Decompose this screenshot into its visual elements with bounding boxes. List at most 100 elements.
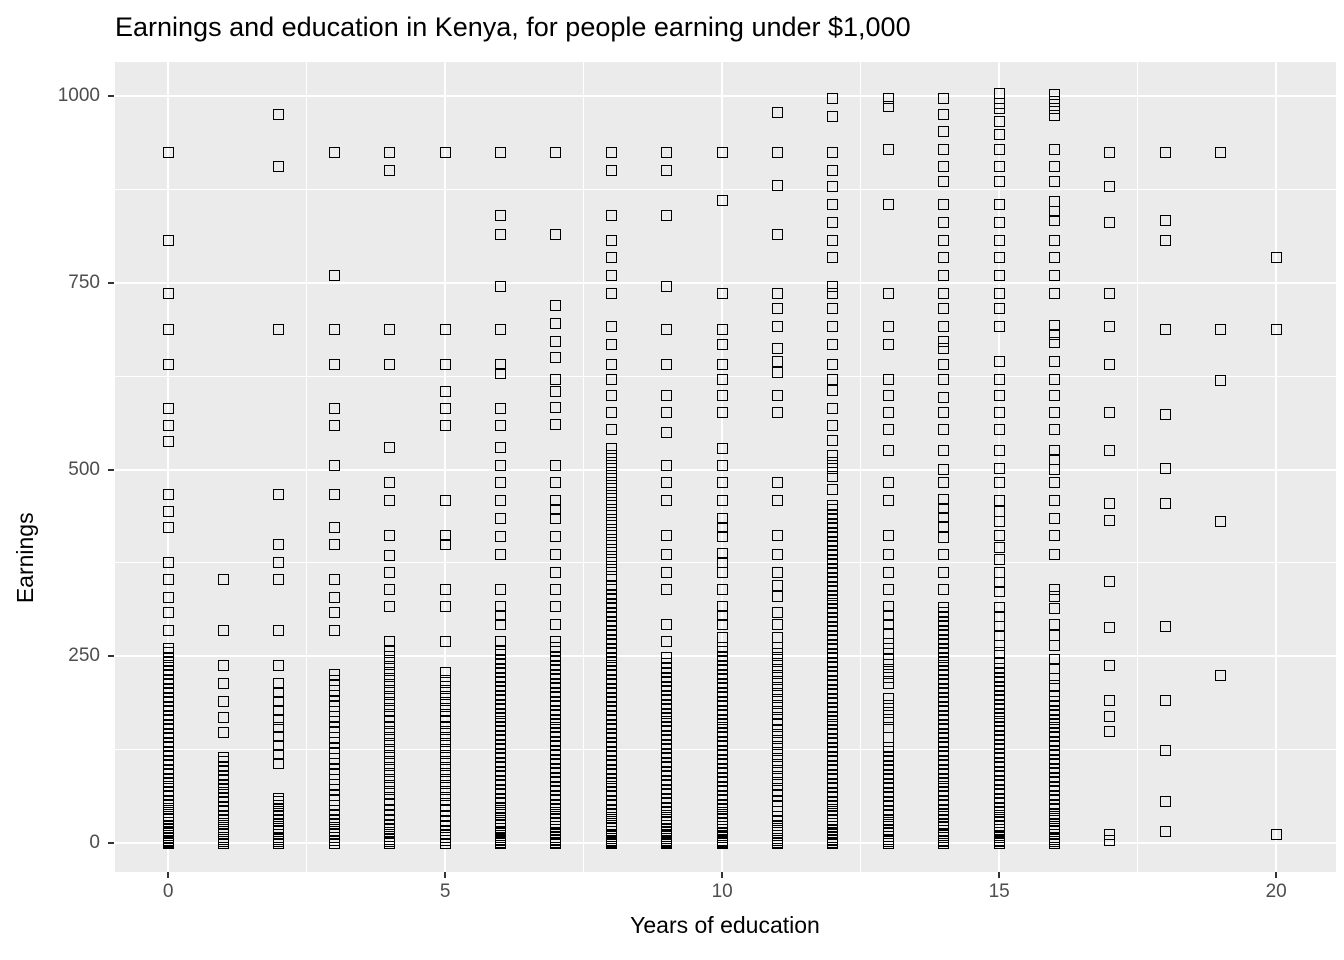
data-point-square [993,390,1005,402]
data-point-square [162,436,174,448]
data-point-square [938,126,950,138]
data-point-square [495,146,507,158]
data-point-square [218,695,230,707]
data-point-square [1049,424,1061,436]
data-point-square [162,557,174,569]
data-point-square [439,146,451,158]
data-point-square [938,464,950,475]
data-point-square [772,743,784,755]
data-point-square [273,488,285,500]
data-point-square [772,146,784,158]
data-point-square [772,779,784,791]
data-point-square [495,609,507,621]
data-point-square [605,557,617,569]
x-tick-label: 5 [439,881,451,902]
data-point-square [605,469,617,481]
data-point-square [495,583,507,595]
data-point-square [273,731,285,743]
data-point-square [938,583,950,595]
data-point-square [938,109,950,121]
data-point-square [1049,513,1061,525]
data-point-square [384,734,396,746]
data-point-square [772,579,784,591]
data-point-square [882,495,894,507]
data-point-square [827,456,839,468]
data-point-square [384,722,396,734]
data-point-square [384,782,396,794]
data-point-square [495,368,507,380]
data-point-square [882,339,894,351]
major-gridline-y [115,94,1336,97]
data-point-square [993,251,1005,263]
data-point-square [162,522,174,534]
data-point-square [162,488,174,500]
major-gridline-x [998,62,1001,872]
data-point-square [827,280,839,292]
data-point-square [218,659,230,671]
data-point-square [439,716,451,728]
data-point-square [827,146,839,158]
data-point-square [716,146,728,158]
data-point-square [384,323,396,335]
data-point-square [882,100,894,112]
data-point-square [882,677,894,689]
data-point-square [772,767,784,779]
data-point-square [328,419,340,431]
data-point-square [495,280,507,292]
data-point-square [716,583,728,595]
data-point-square [938,287,950,299]
data-point-square [772,725,784,737]
data-point-square [772,303,784,315]
data-point-square [938,234,950,246]
data-point-square [772,407,784,419]
data-point-square [605,503,617,515]
major-gridline-y [115,655,1336,658]
data-point-square [716,358,728,370]
x-tick-mark [1275,872,1278,878]
data-point-square [384,549,396,561]
data-point-square [772,641,784,653]
data-point-square [1104,358,1116,370]
data-point-square [273,625,285,637]
data-point-square [605,837,617,849]
data-point-square [1049,464,1061,475]
data-point-square [439,385,451,397]
data-point-square [605,517,617,529]
data-point-square [550,228,562,240]
data-point-square [772,749,784,761]
data-point-square [605,287,617,299]
data-point-square [1049,109,1061,121]
data-point-square [661,618,673,630]
data-point-square [993,516,1005,528]
data-point-square [716,837,728,849]
data-point-square [162,505,174,517]
data-point-square [938,335,950,347]
data-point-square [1104,216,1116,228]
data-point-square [716,495,728,507]
data-point-square [1049,215,1061,227]
data-point-square [882,529,894,541]
data-point-square [772,677,784,689]
data-point-square [938,391,950,403]
data-point-square [1049,477,1061,489]
data-point-square [993,321,1005,333]
data-point-square [827,471,839,483]
data-point-square [550,385,562,397]
data-point-square [827,234,839,246]
data-point-square [1159,620,1171,632]
data-point-square [716,522,728,534]
data-point-square [993,444,1005,456]
data-point-square [882,407,894,419]
data-point-square [661,567,673,579]
plot-panel [115,62,1336,872]
data-point-square [605,251,617,263]
data-point-square [605,443,617,455]
data-point-square [772,390,784,402]
data-point-square [162,234,174,246]
data-point-square [882,609,894,621]
data-point-square [827,419,839,431]
data-point-square [1159,694,1171,706]
data-point-square [605,269,617,281]
data-point-square [938,531,950,543]
data-point-square [1270,323,1282,335]
